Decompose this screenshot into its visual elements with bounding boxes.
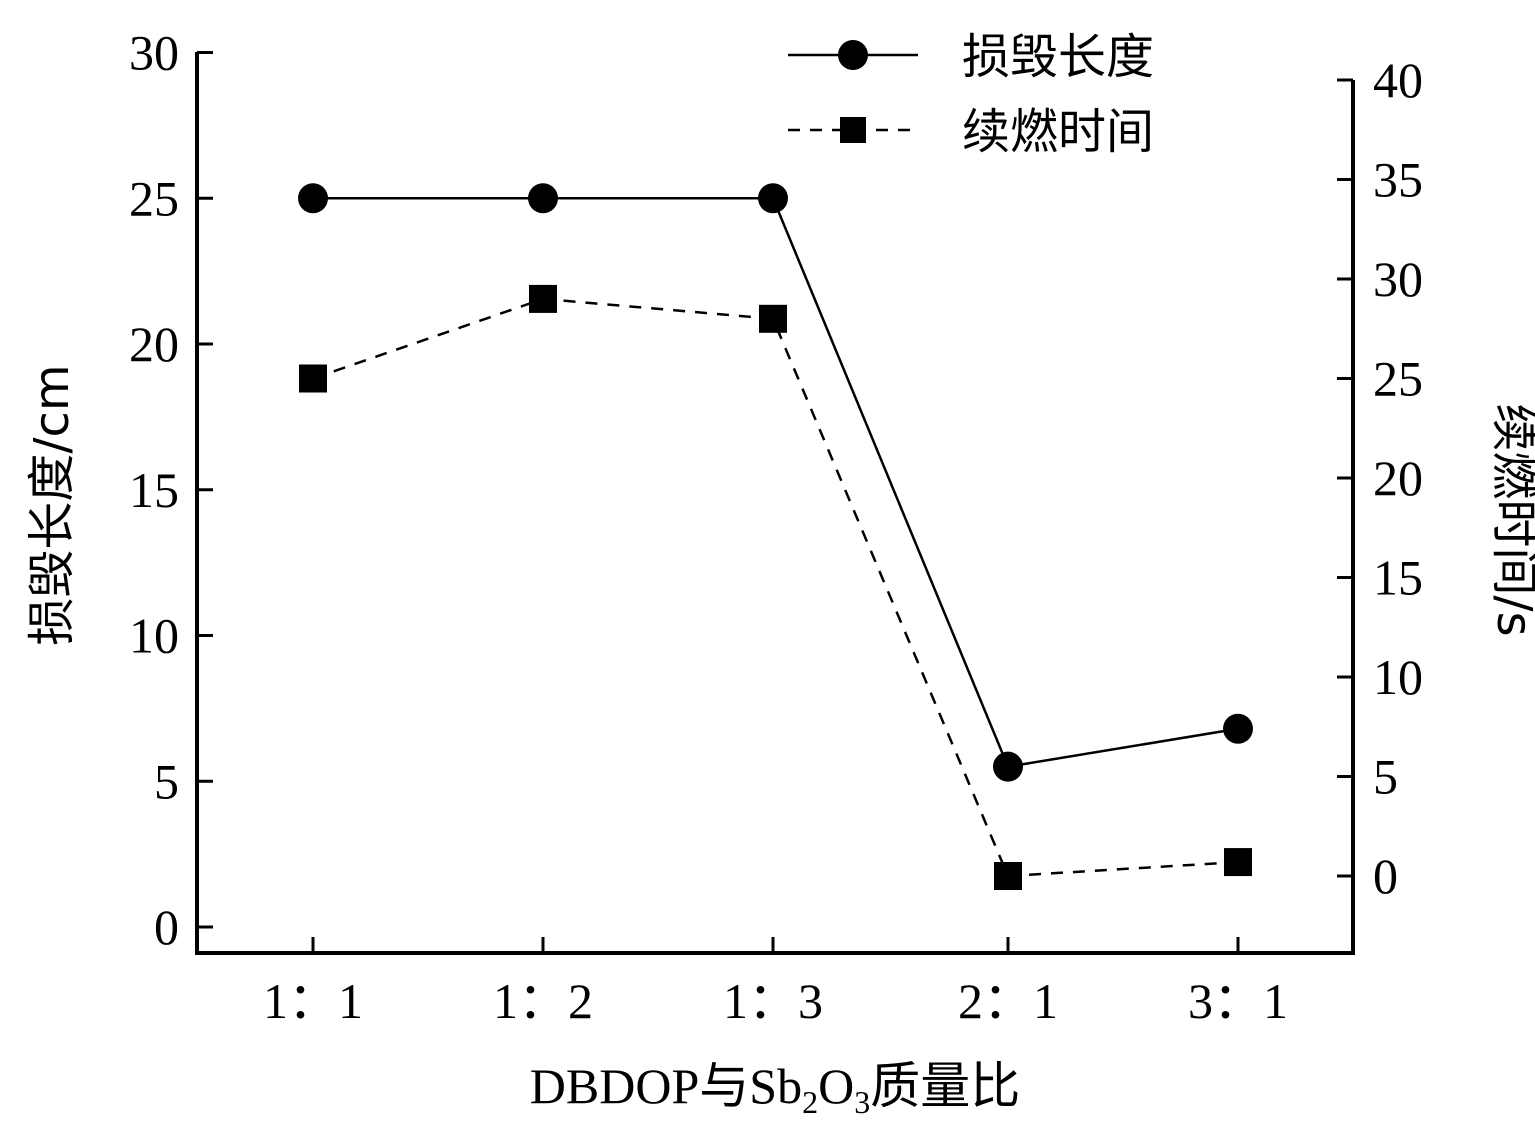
- right-y-axis-ticks: 0 5 10 15 20 25 30 35 40: [1337, 52, 1423, 904]
- legend-label-damage-length: 损毁长度: [962, 29, 1154, 85]
- left-tick-label: 0: [154, 899, 179, 955]
- left-tick-label: 20: [129, 316, 179, 372]
- series-1-point: [1223, 713, 1253, 744]
- x-axis-title-suffix: 质量比: [870, 1058, 1020, 1114]
- x-tick-label: 1：3: [723, 973, 823, 1029]
- axes: [195, 52, 1355, 955]
- legend-marker-circle: [838, 40, 868, 70]
- series-2-point: [1224, 848, 1252, 877]
- series-1-point: [993, 751, 1023, 782]
- left-y-axis-ticks: 0 5 10 15 20 25 30: [129, 25, 213, 955]
- series-line-2: [312, 297, 1239, 878]
- left-tick-label: 30: [129, 25, 179, 81]
- right-tick-label: 20: [1373, 450, 1423, 506]
- series-2-point: [994, 862, 1022, 890]
- left-tick-label: 5: [154, 753, 179, 809]
- right-tick-label: 0: [1373, 848, 1398, 904]
- series-1-point: [528, 183, 558, 214]
- series-layer: [298, 183, 1253, 890]
- y-axis-left-title: 损毁长度/cm: [24, 364, 80, 645]
- x-tick-label: 3：1: [1188, 973, 1288, 1029]
- left-tick-label: 15: [129, 462, 179, 518]
- series-2-point: [759, 304, 787, 333]
- series-1-point: [298, 183, 328, 214]
- x-tick-label: 2：1: [958, 973, 1058, 1029]
- legend-marker-square: [840, 117, 866, 143]
- left-tick-label: 10: [129, 608, 179, 664]
- series-2-point: [529, 284, 557, 313]
- x-axis-title-sub1: 2: [802, 1084, 818, 1120]
- x-axis-title-prefix: DBDOP与Sb: [530, 1058, 802, 1114]
- legend: 损毁长度 续燃时间: [788, 29, 1154, 160]
- x-tick-label: 1：1: [263, 973, 363, 1029]
- right-tick-label: 25: [1373, 351, 1423, 407]
- y-axis-right-title: 续燃时间/s: [1486, 403, 1535, 636]
- right-tick-label: 40: [1373, 52, 1423, 108]
- x-axis-title: DBDOP与Sb2O3质量比: [530, 1058, 1020, 1120]
- right-tick-label: 5: [1373, 749, 1398, 805]
- left-tick-label: 25: [129, 170, 179, 226]
- series-line-1: [313, 197, 1239, 769]
- series-2-point: [299, 364, 327, 393]
- right-tick-label: 15: [1373, 550, 1423, 606]
- series-1-point: [758, 183, 788, 214]
- x-axis-title-mid: O: [818, 1058, 854, 1114]
- x-axis-ticks: 1：1 1：2 1：3 2：1 3：1: [263, 937, 1288, 1029]
- right-tick-label: 30: [1373, 251, 1423, 307]
- legend-label-afterflame-time: 续燃时间: [962, 104, 1154, 160]
- right-tick-label: 35: [1373, 152, 1423, 208]
- x-tick-label: 1：2: [493, 973, 593, 1029]
- right-tick-label: 10: [1373, 649, 1423, 705]
- x-axis-title-sub2: 3: [854, 1084, 870, 1120]
